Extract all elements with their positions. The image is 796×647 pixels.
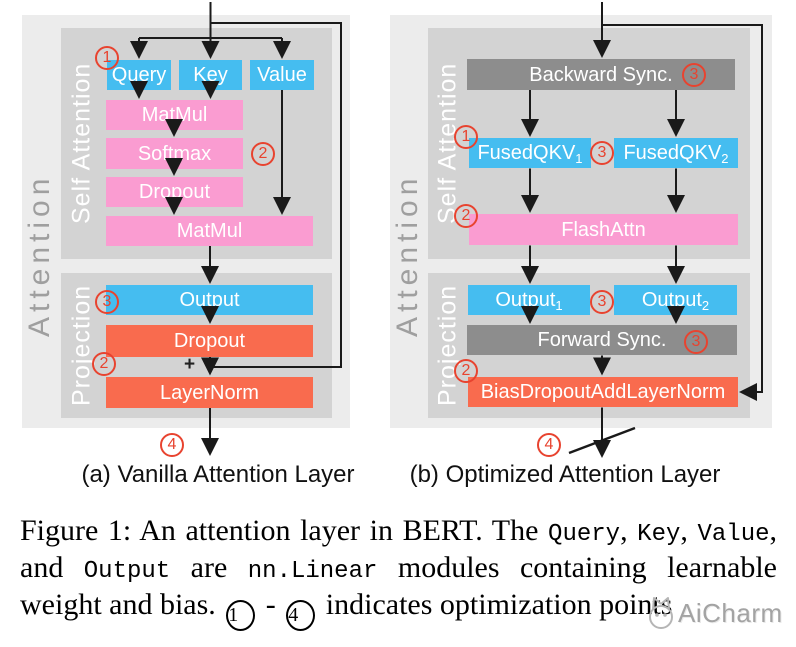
caption-text: indicates optimization points: [318, 588, 673, 621]
opt-point-2-mark-a-projection: 2: [92, 352, 116, 376]
output-1-label: Output1: [495, 289, 563, 313]
opt-point-4-mark-b: 4: [537, 433, 561, 457]
block-key: Key: [179, 60, 242, 90]
figure-caption-line-1: Figure 1: An attention layer in BERT. Th…: [20, 512, 777, 549]
caption-text: ,: [680, 514, 698, 547]
caption-text: are: [170, 551, 248, 584]
panel-b-projection-label: Projection: [433, 284, 462, 407]
opt-point-3-mark-a: 3: [95, 290, 119, 314]
panel-a-attention-label: Attention: [23, 173, 56, 337]
panel-a-caption: (a) Vanilla Attention Layer: [81, 461, 355, 488]
opt-point-3-mark-b-backward-sync: 3: [682, 63, 706, 87]
figure-caption-line-2: and Output are nn.Linear modules contain…: [20, 549, 777, 586]
block-output-1: Output1: [468, 285, 590, 315]
opt-point-3-mark-b-fusedqkv: 3: [590, 141, 614, 165]
caption-text: Figure 1: An attention layer in BERT. Th…: [20, 514, 549, 547]
block-matmul-2: MatMul: [106, 216, 313, 246]
block-output-2: Output2: [614, 285, 737, 315]
opt-point-1-mark-b: 1: [454, 125, 478, 149]
watermark-cat-icon: [649, 597, 673, 629]
watermark-text: AiCharm: [678, 597, 783, 628]
residual-add-plus-sign: +: [184, 354, 196, 375]
block-matmul-1: MatMul: [106, 100, 243, 130]
block-fusedqkv-2: FusedQKV2: [614, 138, 738, 168]
opt-point-3-mark-b-forward-sync: 3: [684, 330, 708, 354]
opt-point-4-mark-a: 4: [160, 433, 184, 457]
opt-point-2-mark-b-projection: 2: [454, 359, 478, 383]
fusedqkv-2-label: FusedQKV2: [623, 142, 729, 166]
caption-text: ,: [620, 514, 638, 547]
block-query: Query: [107, 60, 171, 90]
caption-code-key: Key: [637, 521, 681, 548]
block-fusedqkv-1: FusedQKV1: [469, 138, 591, 168]
block-dropout-projection: Dropout: [106, 325, 313, 357]
caption-code-nnlinear: nn.Linear: [247, 558, 378, 585]
figure-caption-line-3: weight and bias. 1 - 4 indicates optimiz…: [20, 586, 777, 631]
block-layernorm: LayerNorm: [106, 377, 313, 408]
opt-point-2-mark-b-self-attention: 2: [454, 204, 478, 228]
caption-circled-1: 1: [226, 600, 256, 631]
block-dropout-self-attention: Dropout: [106, 177, 243, 207]
caption-code-value: Value: [697, 521, 770, 548]
panel-a-projection-label: Projection: [67, 284, 96, 407]
figure-caption: Figure 1: An attention layer in BERT. Th…: [20, 512, 777, 631]
panel-b-caption: (b) Optimized Attention Layer: [409, 461, 721, 488]
watermark: AiCharm: [644, 594, 783, 632]
caption-text: modules containing learnable: [377, 551, 777, 584]
panel-a-self-attention-label: Self Attention: [67, 62, 96, 225]
caption-text: -: [258, 588, 284, 621]
opt-point-3-mark-b-output: 3: [590, 290, 614, 314]
block-bias-dropout-add-layernorm: BiasDropoutAddLayerNorm: [468, 377, 738, 407]
fusedqkv-1-label: FusedQKV1: [477, 142, 583, 166]
block-softmax: Softmax: [106, 138, 243, 169]
output-2-label: Output2: [641, 289, 710, 313]
caption-code-output: Output: [83, 558, 171, 585]
panel-b-attention-label: Attention: [391, 173, 424, 337]
block-value: Value: [250, 60, 314, 90]
caption-text: and: [20, 551, 84, 584]
caption-code-query: Query: [548, 521, 621, 548]
block-flashattn: FlashAttn: [469, 214, 738, 245]
opt-point-2-mark-a-self-attention: 2: [251, 142, 275, 166]
caption-text: weight and bias.: [20, 588, 224, 621]
opt-point-1-mark-a: 1: [95, 46, 119, 70]
slash-removed-output: [568, 426, 636, 455]
block-output: Output: [106, 285, 313, 315]
caption-circled-4: 4: [286, 600, 316, 631]
caption-text: ,: [769, 514, 778, 547]
